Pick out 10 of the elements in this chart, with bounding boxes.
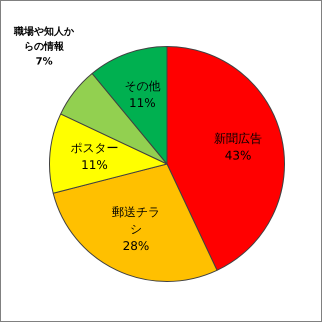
slice-label: 郵送チラシ (112, 205, 160, 236)
slice-label: 新聞広告 (214, 132, 262, 146)
data-label: 28% (122, 239, 150, 254)
data-label: 11% (128, 96, 156, 110)
data-label: 11% (81, 158, 108, 172)
data-label: 43% (224, 148, 252, 163)
slice-label: 職場や知人からの情報 (13, 25, 76, 52)
slice-label: その他 (124, 79, 160, 94)
slice-label: ポスター (70, 140, 118, 155)
data-label: 7% (36, 56, 53, 68)
